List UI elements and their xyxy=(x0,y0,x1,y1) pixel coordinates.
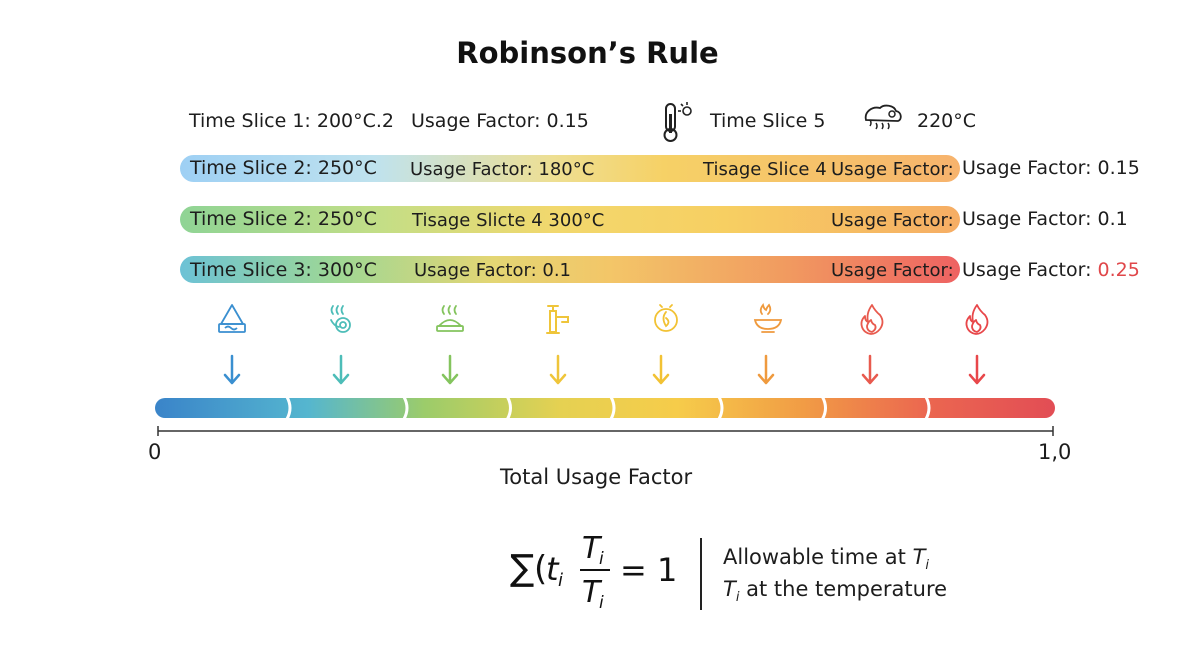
scale-max-label: 1,0 xyxy=(1038,440,1072,464)
formula-sigma: ∑ xyxy=(510,548,534,589)
down-arrow-icon xyxy=(223,354,241,385)
band-2-right-label: Usage Factor: 0.1 xyxy=(962,208,1128,230)
band-1-end-label: Usage Factor: xyxy=(831,159,954,180)
thermometer-icon xyxy=(663,102,692,142)
flame-icon xyxy=(860,304,884,335)
band-1-mid-label: Usage Factor: 180°C xyxy=(410,159,595,180)
scale-segment-divider xyxy=(609,396,616,420)
oven-icon xyxy=(864,104,902,130)
band-3-left-label: Time Slice 3: 300°C xyxy=(190,259,377,281)
band-row-1 xyxy=(180,155,960,182)
band-1-mid2-label: Tisage Slice 4 xyxy=(703,159,827,180)
formula-numerator-sub: i xyxy=(599,549,604,569)
note-line-2-var: T xyxy=(723,577,736,601)
note-line-1: Allowable time at Ti xyxy=(723,545,929,573)
note-line-1-var: T xyxy=(912,545,926,569)
band-3-end-label: Usage Factor: xyxy=(831,260,954,281)
band-1-right-label: Usage Factor: 0.15 xyxy=(962,157,1140,179)
scale-segment-divider xyxy=(717,396,724,420)
scale-segment-divider xyxy=(285,396,292,420)
band-3-right-label: Usage Factor: 0.25 xyxy=(962,259,1140,281)
down-arrow-icon xyxy=(549,354,567,385)
top-label-usage-factor: Usage Factor: 0.15 xyxy=(411,110,589,132)
down-arrow-icon xyxy=(968,354,986,385)
formula-open-paren: ( xyxy=(534,549,547,589)
formula-denominator-sub: i xyxy=(599,593,604,610)
scale-segment-divider xyxy=(924,396,931,420)
top-label-temperature: 220°C xyxy=(917,110,977,132)
formula-numerator: T xyxy=(582,531,603,566)
band-2-end-label: Usage Factor: xyxy=(831,210,954,231)
note-line-2-sub: i xyxy=(735,590,740,606)
formula-equals-one: = 1 xyxy=(620,551,677,589)
down-arrow-icon xyxy=(332,354,350,385)
formula-t: t xyxy=(546,550,560,588)
usage-factor-scale xyxy=(155,396,1055,420)
note-line-1-prefix: Allowable time at xyxy=(723,545,913,569)
band-1-left-label: Time Slice 2: 250°C xyxy=(190,157,377,179)
note-line-2-suffix: at the temperature xyxy=(739,577,948,601)
band-3-right-value: 0.25 xyxy=(1097,259,1140,281)
down-arrow-icon xyxy=(441,354,459,385)
hot-pan-icon xyxy=(753,303,783,333)
band-3-mid-label: Usage Factor: 0.1 xyxy=(414,260,571,281)
steam-icon xyxy=(330,305,351,333)
band-2-left-label: Time Slice 2: 250°C xyxy=(190,208,377,230)
ice-tray-icon xyxy=(218,304,246,333)
page-title: Robinson’s Rule xyxy=(456,36,719,70)
faucet-icon xyxy=(546,305,569,334)
heat-dial-icon xyxy=(654,304,678,332)
down-arrow-icon xyxy=(757,354,775,385)
scale-segment-divider xyxy=(402,396,409,420)
band-row-2 xyxy=(180,206,960,233)
scale-axis-title: Total Usage Factor xyxy=(500,465,693,489)
note-line-2: Ti at the temperature xyxy=(723,577,947,605)
note-line-1-sub: i xyxy=(925,558,930,574)
scale-segment-divider xyxy=(821,396,827,420)
scale-axis xyxy=(157,426,1054,436)
band-row-3 xyxy=(180,256,960,283)
down-arrow-icon xyxy=(652,354,670,385)
scale-bar xyxy=(155,398,1055,418)
band-2-mid-label: Tisage Slicte 4 300°C xyxy=(412,210,605,231)
scale-segment-dividers xyxy=(285,396,931,420)
band-3-right-prefix: Usage Factor: xyxy=(962,259,1098,281)
top-label-time-slice-5: Time Slice 5 xyxy=(710,110,826,132)
formula-t-sub: i xyxy=(558,570,563,591)
down-arrow-icon xyxy=(861,354,879,385)
top-label-time-slice-1: Time Slice 1: 200°C.2 xyxy=(189,110,395,132)
flame-icon xyxy=(965,304,989,335)
scale-min-label: 0 xyxy=(148,440,162,464)
scale-segment-divider xyxy=(506,396,512,420)
robinson-rule-formula: ∑ ( t i T i T i = 1 xyxy=(510,531,677,610)
warm-dish-icon xyxy=(436,305,464,332)
formula-divider xyxy=(700,538,702,610)
formula-denominator: T xyxy=(582,575,603,610)
